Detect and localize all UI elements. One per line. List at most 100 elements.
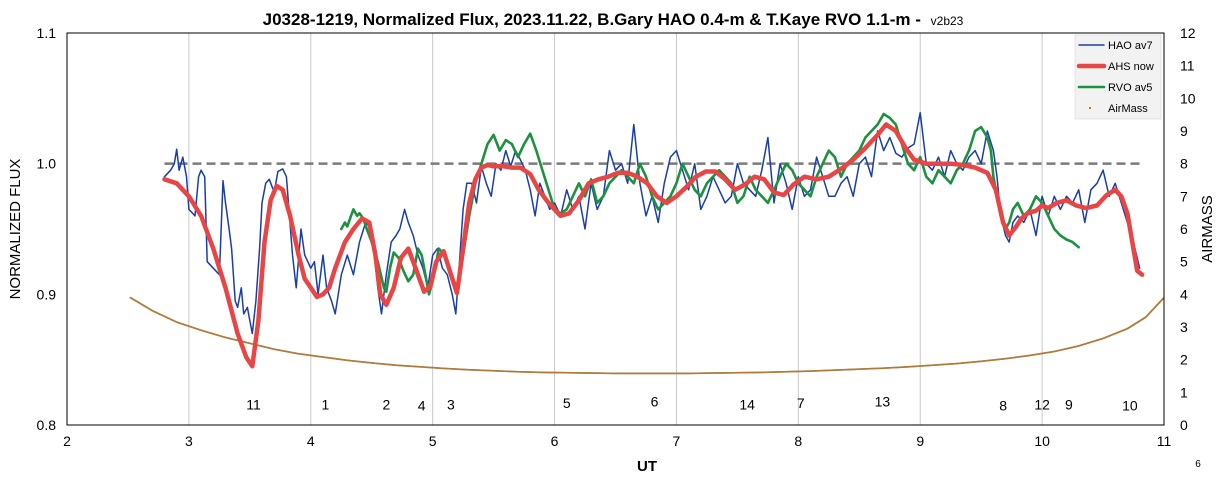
chart-title-main: J0328-1219, Normalized Flux, 2023.11.22,… xyxy=(263,10,921,29)
airmass-point xyxy=(674,372,677,375)
airmass-point xyxy=(500,370,502,372)
airmass-point xyxy=(903,366,906,368)
airmass-point xyxy=(992,359,995,361)
airmass-point xyxy=(1124,328,1126,331)
airmass-point xyxy=(1064,348,1067,350)
airmass-point xyxy=(550,371,553,374)
airmass-point xyxy=(207,331,210,334)
airmass-point xyxy=(262,345,264,348)
airmass-point xyxy=(544,371,547,374)
airmass-point xyxy=(282,350,284,352)
airmass-point xyxy=(842,368,844,371)
annotation-7: 7 xyxy=(797,395,805,411)
airmass-point xyxy=(1047,351,1050,354)
airmass-point xyxy=(825,369,828,372)
airmass-point xyxy=(1042,352,1044,355)
airmass-point xyxy=(807,370,809,372)
airmass-point xyxy=(705,372,708,374)
airmass-point xyxy=(473,369,475,371)
airmass-point xyxy=(573,372,575,374)
airmass-point xyxy=(301,353,304,356)
airmass-point xyxy=(400,364,402,367)
annotation-4: 4 xyxy=(418,398,426,414)
airmass-point xyxy=(1094,339,1097,342)
airmass-point xyxy=(260,345,263,347)
airmass-point xyxy=(921,365,924,367)
airmass-point xyxy=(604,372,606,375)
airmass-point xyxy=(302,353,305,356)
airmass-point xyxy=(818,369,821,372)
airmass-point xyxy=(574,372,576,374)
airmass-point xyxy=(571,372,574,374)
airmass-point xyxy=(453,368,456,370)
airmass-point xyxy=(956,362,959,365)
airmass-point xyxy=(889,367,891,369)
airmass-point xyxy=(767,371,770,374)
airmass-point xyxy=(515,370,518,373)
airmass-point xyxy=(405,365,407,367)
airmass-point xyxy=(576,372,579,374)
airmass-point xyxy=(687,372,689,375)
airmass-point xyxy=(774,371,777,373)
airmass-point xyxy=(320,356,323,358)
airmass-point xyxy=(340,358,342,361)
airmass-point xyxy=(480,369,483,372)
airmass-point xyxy=(461,368,464,371)
airmass-point xyxy=(1097,339,1099,341)
airmass-point xyxy=(432,366,435,369)
airmass-point xyxy=(961,362,964,364)
airmass-point xyxy=(158,312,160,315)
airmass-point xyxy=(372,362,375,364)
airmass-point xyxy=(1000,358,1003,360)
airmass-point xyxy=(852,368,855,371)
airmass-point xyxy=(542,371,544,374)
airmass-point xyxy=(326,356,328,359)
airmass-point xyxy=(389,363,392,366)
airmass-point xyxy=(305,354,308,356)
airmass-point xyxy=(404,365,406,367)
airmass-point xyxy=(377,362,380,365)
airmass-point xyxy=(936,364,939,366)
airmass-point xyxy=(203,330,206,333)
airmass-point xyxy=(481,369,484,372)
airmass-point xyxy=(893,366,896,369)
airmass-point xyxy=(648,372,650,375)
airmass-point xyxy=(760,371,762,374)
airmass-point xyxy=(747,371,750,374)
airmass-point xyxy=(600,372,603,375)
airmass-point xyxy=(449,367,452,370)
airmass-point xyxy=(857,368,860,370)
airmass-point xyxy=(723,372,726,374)
airmass-point xyxy=(257,344,260,347)
airmass-point xyxy=(982,360,985,362)
airmass-point xyxy=(520,371,523,373)
airmass-point xyxy=(682,372,684,375)
airmass-point xyxy=(630,372,632,375)
airmass-point xyxy=(184,324,187,326)
vertical-gridlines xyxy=(188,33,1043,425)
airmass-point xyxy=(1003,358,1005,360)
airmass-point xyxy=(371,362,374,364)
airmass-point xyxy=(401,364,404,367)
airmass-point xyxy=(543,371,545,374)
airmass-point xyxy=(197,328,199,330)
airmass-point xyxy=(797,370,800,373)
airmass-point xyxy=(1090,341,1093,343)
airmass-point xyxy=(418,365,421,368)
airmass-point xyxy=(249,342,252,345)
airmass-point xyxy=(1038,353,1041,355)
airmass-point xyxy=(442,367,445,370)
airmass-point xyxy=(247,342,250,344)
airmass-point xyxy=(362,361,365,363)
airmass-point xyxy=(353,360,355,362)
airmass-point xyxy=(558,371,561,374)
airmass-point xyxy=(200,329,202,332)
airmass-point xyxy=(365,361,367,364)
legend-label-hao-av7: HAO av7 xyxy=(1108,40,1153,52)
airmass-point xyxy=(913,365,916,368)
airmass-point xyxy=(841,369,844,371)
airmass-point xyxy=(218,334,221,337)
airmass-point xyxy=(860,368,863,370)
airmass-point xyxy=(1114,332,1117,335)
airmass-point xyxy=(830,369,833,372)
